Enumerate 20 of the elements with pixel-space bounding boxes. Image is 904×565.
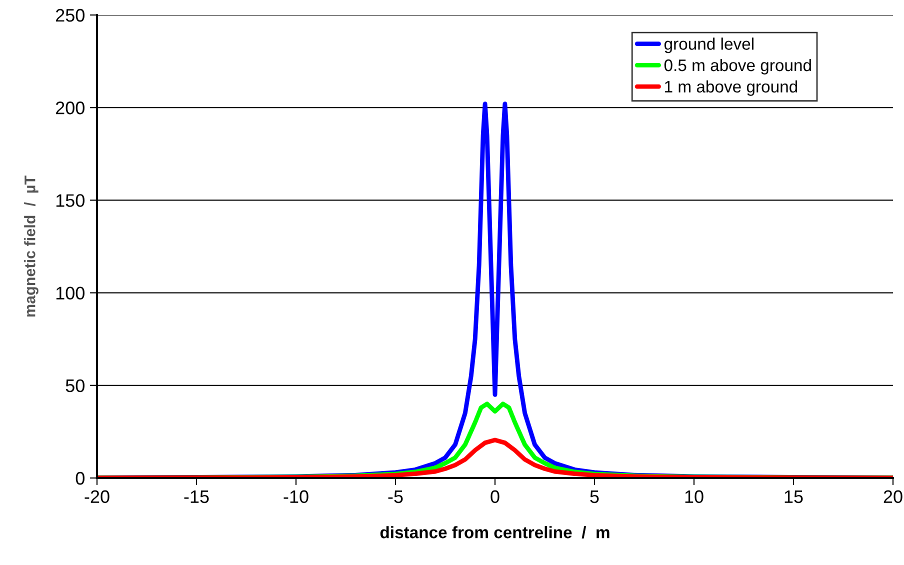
x-tick-label: 5 — [590, 490, 599, 504]
y-tick-label: 250 — [56, 8, 84, 22]
legend-label: 1 m above ground — [665, 80, 798, 96]
x-axis-title: distance from centreline / m — [380, 526, 610, 538]
y-axis-title: magnetic field / µT — [24, 176, 38, 317]
x-tick-label: 20 — [884, 490, 902, 504]
x-tick-label: -5 — [388, 490, 403, 504]
y-tick-label: 100 — [56, 286, 84, 300]
x-tick-label: -15 — [184, 490, 209, 504]
y-tick-label: 50 — [66, 379, 84, 392]
x-tick-label: 15 — [784, 490, 803, 504]
x-tick-label: -20 — [84, 490, 110, 504]
y-tick-label: 150 — [56, 194, 84, 207]
legend-label: ground level — [664, 38, 754, 54]
legend-label: 0.5 m above ground — [664, 58, 811, 74]
x-tick-label: 0 — [490, 490, 500, 504]
y-tick-label: 200 — [56, 102, 84, 114]
y-tick-label: 0 — [76, 472, 84, 485]
x-tick-label: 10 — [685, 490, 704, 504]
x-tick-label: -10 — [284, 490, 308, 504]
